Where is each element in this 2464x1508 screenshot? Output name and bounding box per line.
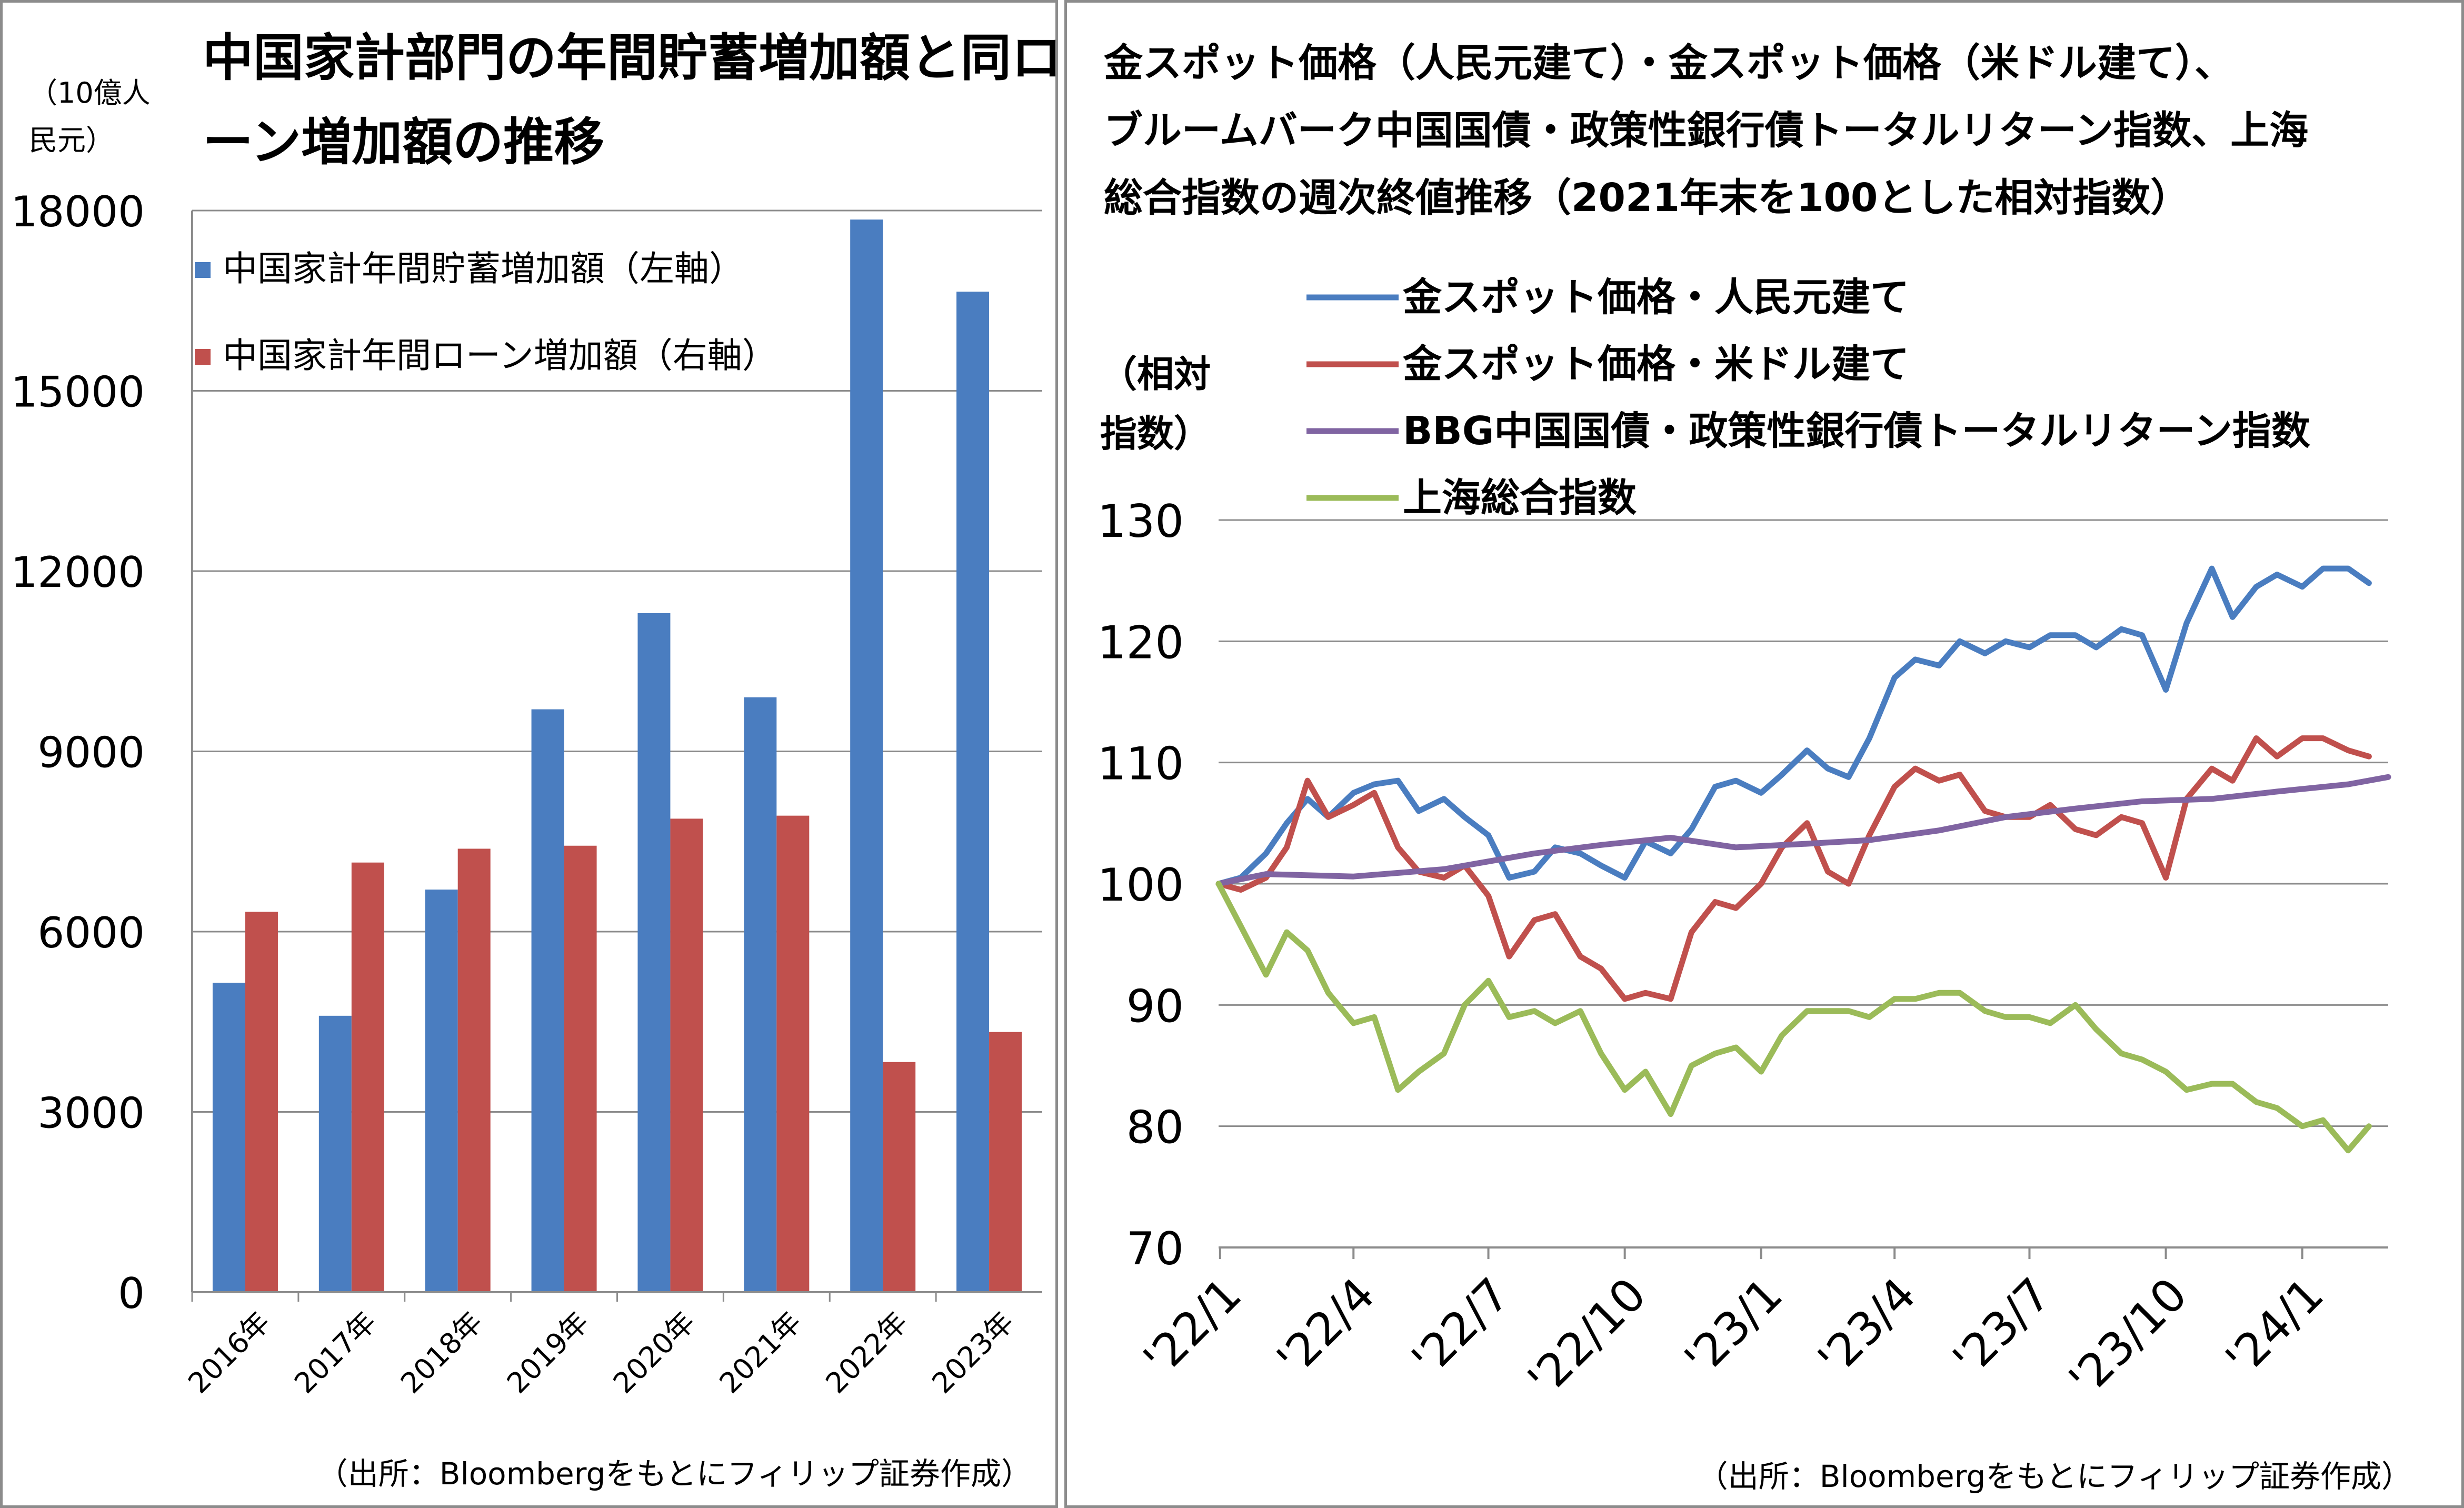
right-y-tick-labels: 70 80 90 100 110 120 130 [1098,495,1184,1275]
right-y-axis-label-line2: 指数） [1100,412,1211,455]
right-chart-title: 金スポット価格（人民元建て）・金スポット価格（米ドル建て）、ブルームバーク中国国… [1104,41,2308,221]
savings-bar [425,890,458,1292]
loan-bar [989,1032,1022,1292]
right-series-line [1215,735,2372,1002]
left-axes [191,211,1042,1302]
savings-bar [850,219,883,1292]
left-x-tick-label: 2016年 [182,1305,276,1400]
savings-loans-chart-panel: 中国家計部門の年間貯蓄増加額と同ロ ーン増加額の推移 （10億人 民元） 0 30… [0,0,1058,1508]
right-chart-title-line: 総合指数の週次終値推移（2021年末を100とした相対指数） [1104,175,2189,221]
right-y-tick-label: 100 [1098,859,1184,912]
savings-loans-bar-chart: 中国家計部門の年間貯蓄増加額と同ロ ーン増加額の推移 （10億人 民元） 0 30… [11,28,1056,1492]
right-x-tick-label: '23/1 [1675,1268,1793,1386]
left-legend-label: 中国家計年間貯蓄増加額（左軸） [223,248,744,289]
left-y-tick-label: 9000 [37,728,145,777]
left-x-tick-label: 2017年 [288,1305,383,1400]
right-series-line [1215,565,2372,887]
right-y-tick-label: 80 [1126,1102,1184,1154]
left-y-tick-label: 3000 [37,1089,145,1138]
left-x-tick-label: 2018年 [394,1305,489,1400]
left-legend-label: 中国家計年間ローン増加額（右軸） [223,335,777,376]
right-source-note: （出所：Bloombergをもとにフィリップ証券作成） [1698,1459,2412,1494]
right-x-tick-label: '23/10 [2059,1268,2198,1406]
relative-index-line-chart: 金スポット価格（人民元建て）・金スポット価格（米ドル建て）、ブルームバーク中国国… [1098,41,2412,1494]
left-y-tick-label: 0 [118,1269,145,1318]
left-x-tick-label: 2021年 [713,1305,808,1400]
left-legend-swatch [195,262,211,278]
left-y-tick-label: 6000 [37,908,145,957]
right-chart-title-line: 金スポット価格（人民元建て）・金スポット価格（米ドル建て）、 [1104,41,2233,86]
left-y-axis-label-line2: 民元） [29,124,114,157]
savings-bar [744,697,777,1292]
left-x-tick-label: 2023年 [925,1305,1020,1400]
right-axes [1219,1246,2388,1259]
loan-bar [776,815,810,1292]
left-chart-title-line2: ーン増加額の推移 [203,113,604,172]
right-x-tick-label: '23/7 [1943,1268,2061,1386]
left-x-tick-label: 2022年 [819,1305,914,1400]
savings-bar [637,613,671,1292]
right-y-axis-label-line1: （相対 [1100,353,1211,396]
right-y-tick-label: 90 [1126,980,1184,1033]
left-y-tick-label: 15000 [11,368,145,417]
loan-bar [883,1062,916,1292]
savings-bar [318,1015,352,1292]
right-series-lines [1215,565,2391,1154]
right-x-tick-label: '22/1 [1134,1268,1252,1386]
right-x-tick-label: '23/4 [1808,1268,1926,1386]
left-legend-swatch [195,349,211,365]
right-y-tick-label: 130 [1098,495,1184,548]
left-bars [212,219,1022,1292]
savings-bar [956,292,990,1292]
right-chart-title-line: ブルームバーク中国国債・政策性銀行債トータルリターン指数、上海 [1104,108,2308,153]
left-y-axis-label-line1: （10億人 [29,76,151,109]
right-series-line [1215,774,2391,887]
loan-bar [670,818,703,1292]
savings-bar [531,709,564,1292]
right-legend-label: 金スポット価格・米ドル建て [1403,342,1909,387]
left-y-tick-labels: 0 3000 6000 9000 12000 15000 18000 [11,187,145,1318]
left-y-tick-label: 18000 [11,187,145,236]
right-legend-label: 金スポット価格・人民元建て [1403,275,1909,320]
right-x-tick-label: '22/7 [1402,1268,1520,1386]
right-x-tick-labels: '22/1'22/4'22/7'22/10'23/1'23/4'23/7'23/… [1134,1268,2334,1406]
left-chart-title-line1: 中国家計部門の年間貯蓄増加額と同ロ [203,28,1055,87]
right-y-tick-label: 120 [1098,616,1184,669]
right-gridlines [1219,519,2388,1127]
left-x-tick-label: 2019年 [501,1305,595,1400]
right-x-tick-label: '24/1 [2216,1268,2334,1386]
left-x-tick-labels: 2016年 2017年 2018年 2019年 2020年 2021年 2022年 2023年 [182,1305,1020,1400]
right-legend-label: 上海総合指数 [1403,475,1637,521]
left-y-tick-label: 12000 [11,548,145,597]
right-y-tick-label: 110 [1098,738,1184,791]
savings-bar [212,983,245,1292]
gold-bond-stock-chart-panel: 金スポット価格（人民元建て）・金スポット価格（米ドル建て）、ブルームバーク中国国… [1064,0,2464,1508]
right-x-tick-label: '22/4 [1267,1268,1385,1386]
left-x-tick-label: 2020年 [607,1305,702,1400]
loan-bar [457,848,491,1292]
left-source-note: （出所：Bloombergをもとにフィリップ証券作成） [317,1456,1032,1492]
right-legend-label: BBG中国国債・政策性銀行債トータルリターン指数 [1403,408,2310,454]
loan-bar [564,845,597,1292]
right-x-tick-label: '22/10 [1518,1268,1657,1406]
loan-bar [351,862,384,1292]
right-y-tick-label: 70 [1126,1223,1184,1275]
loan-bar [245,912,278,1292]
left-legend: 中国家計年間貯蓄増加額（左軸） 中国家計年間ローン増加額（右軸） [195,248,777,376]
right-series-line [1215,881,2372,1154]
